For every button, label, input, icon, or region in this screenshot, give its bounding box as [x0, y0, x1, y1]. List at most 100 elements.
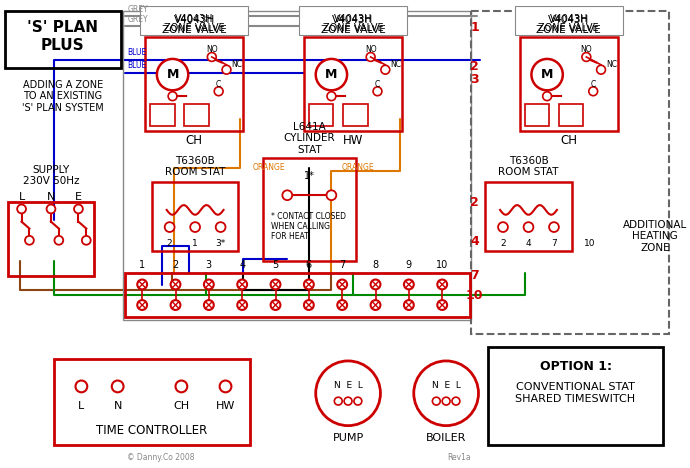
Circle shape	[381, 66, 390, 74]
Text: 10: 10	[466, 289, 483, 302]
Circle shape	[222, 66, 231, 74]
Circle shape	[175, 380, 187, 392]
Circle shape	[316, 361, 380, 425]
Text: ORANGE: ORANGE	[342, 163, 374, 172]
Circle shape	[112, 380, 124, 392]
Text: V4043H: V4043H	[175, 14, 213, 23]
Bar	[520, 37, 618, 131]
Circle shape	[75, 380, 87, 392]
Text: 3: 3	[471, 73, 479, 86]
Text: HW: HW	[343, 134, 363, 147]
Circle shape	[165, 222, 175, 232]
Bar	[5, 11, 121, 68]
Bar	[145, 37, 243, 131]
Text: 2: 2	[500, 239, 506, 248]
Circle shape	[170, 300, 180, 310]
Text: GREY: GREY	[128, 5, 148, 14]
Circle shape	[404, 300, 414, 310]
Circle shape	[335, 397, 342, 405]
Text: Rev1a: Rev1a	[447, 453, 471, 461]
Text: M: M	[325, 68, 337, 81]
Bar	[343, 104, 368, 125]
Circle shape	[204, 279, 214, 289]
Circle shape	[366, 52, 375, 61]
Text: 4: 4	[239, 260, 245, 270]
Text: NC: NC	[606, 60, 617, 69]
Bar	[152, 183, 238, 251]
Circle shape	[371, 300, 380, 310]
Text: V4043H: V4043H	[173, 15, 215, 25]
Text: 7: 7	[339, 260, 345, 270]
Circle shape	[216, 222, 226, 232]
Text: 2: 2	[470, 60, 479, 73]
Circle shape	[437, 279, 447, 289]
Text: 1: 1	[193, 239, 198, 248]
Text: PUMP: PUMP	[333, 433, 364, 444]
Circle shape	[437, 300, 447, 310]
Text: 5: 5	[273, 260, 279, 270]
Text: ZONE VALVE: ZONE VALVE	[323, 23, 383, 33]
Circle shape	[344, 397, 352, 405]
Text: 9: 9	[406, 260, 412, 270]
Text: 1: 1	[470, 21, 479, 34]
Text: TIME CONTROLLER: TIME CONTROLLER	[97, 424, 208, 437]
Text: 4: 4	[470, 235, 479, 248]
Text: V4043H: V4043H	[548, 15, 589, 25]
Text: BOILER: BOILER	[426, 433, 466, 444]
Text: 8: 8	[373, 260, 379, 270]
Text: © Danny.Co 2008: © Danny.Co 2008	[128, 453, 195, 461]
Circle shape	[304, 279, 314, 289]
Bar	[124, 273, 470, 317]
Circle shape	[371, 279, 380, 289]
Circle shape	[17, 205, 26, 213]
Circle shape	[237, 279, 247, 289]
Text: N  E  L: N E L	[334, 381, 362, 390]
Text: 2: 2	[167, 239, 172, 248]
Circle shape	[214, 87, 223, 95]
Bar	[150, 104, 175, 125]
Text: NC: NC	[231, 60, 242, 69]
Text: 1*: 1*	[304, 171, 315, 181]
Text: C: C	[216, 80, 221, 89]
Circle shape	[326, 190, 336, 200]
Text: ORANGE: ORANGE	[253, 163, 286, 172]
Text: ZONE VALVE: ZONE VALVE	[161, 25, 226, 36]
Text: ROOM STAT: ROOM STAT	[165, 167, 226, 177]
Circle shape	[524, 222, 533, 232]
Bar	[263, 158, 356, 261]
Text: NC: NC	[391, 60, 402, 69]
Text: N: N	[113, 401, 122, 411]
Circle shape	[219, 380, 231, 392]
Circle shape	[55, 236, 63, 245]
Circle shape	[373, 87, 382, 95]
Circle shape	[157, 59, 188, 90]
Bar	[123, 11, 471, 320]
Circle shape	[452, 397, 460, 405]
Circle shape	[543, 92, 551, 101]
Text: CONVENTIONAL STAT
SHARED TIMESWITCH: CONVENTIONAL STAT SHARED TIMESWITCH	[515, 382, 635, 404]
Circle shape	[327, 92, 336, 101]
Circle shape	[46, 205, 55, 213]
Text: ZONE VALVE: ZONE VALVE	[164, 23, 224, 33]
Text: M: M	[166, 68, 179, 81]
Text: L641A: L641A	[293, 122, 326, 132]
Circle shape	[597, 66, 605, 74]
Circle shape	[354, 397, 362, 405]
Text: 3*: 3*	[215, 239, 226, 248]
Bar	[304, 37, 402, 131]
Bar	[524, 104, 549, 125]
Text: OPTION 1:: OPTION 1:	[540, 360, 611, 373]
Text: M: M	[541, 68, 553, 81]
Circle shape	[168, 92, 177, 101]
Circle shape	[582, 52, 591, 61]
Text: GREY: GREY	[128, 15, 148, 23]
Text: L: L	[78, 401, 84, 411]
Circle shape	[404, 279, 414, 289]
Text: 10: 10	[584, 239, 595, 248]
Text: V4043H: V4043H	[549, 14, 588, 23]
Text: C: C	[375, 80, 380, 89]
Text: 2: 2	[172, 260, 179, 270]
Text: 7: 7	[470, 269, 479, 282]
Bar	[140, 6, 248, 36]
Circle shape	[190, 222, 200, 232]
